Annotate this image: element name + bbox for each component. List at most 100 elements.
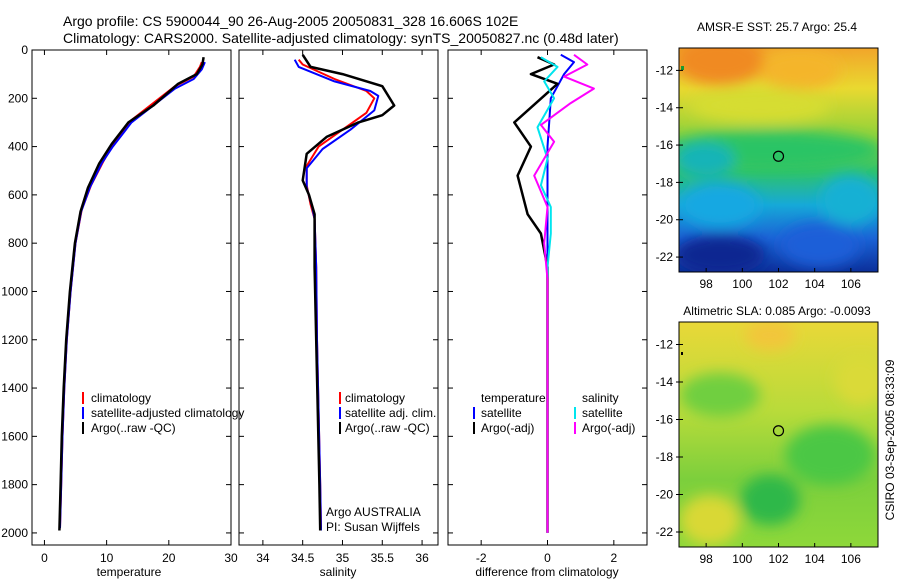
series-line-blue	[546, 53, 575, 533]
map-y-tick-label: -16	[656, 413, 674, 427]
map-x-tick-label: 106	[841, 277, 861, 291]
difference-xlabel: difference from climatology	[475, 565, 618, 579]
legend-label: Argo(..raw -QC)	[91, 421, 176, 435]
sst-map-title: AMSR-E SST: 25.7 Argo: 25.4	[697, 20, 857, 34]
y-tick-label: 1800	[1, 478, 28, 492]
sla-yellow-patch	[835, 355, 878, 405]
legend-label: climatology	[91, 391, 151, 405]
x-tick-label: 36	[415, 551, 429, 565]
x-tick-label: 0	[41, 551, 48, 565]
map-y-tick-label: -22	[656, 250, 674, 264]
title-line-2: Climatology: CARS2000. Satellite-adjuste…	[63, 30, 619, 46]
legend-label: satellite	[481, 406, 522, 420]
temperature-xlabel: temperature	[97, 565, 162, 579]
sla-map-title: Altimetric SLA: 0.085 Argo: -0.0093	[683, 304, 871, 318]
map-x-tick-label: 100	[732, 552, 752, 566]
x-tick-label: 34	[256, 551, 270, 565]
y-tick-label: 800	[8, 236, 28, 250]
sst-deep-blue-patch	[679, 235, 765, 272]
sst-blue-patch	[780, 223, 860, 267]
y-tick-label: 0	[21, 43, 28, 57]
sst-teal-patch	[679, 142, 735, 178]
x-tick-label: 20	[162, 551, 176, 565]
series-line-black	[301, 54, 396, 531]
series-line-black	[513, 56, 559, 533]
float-pi-annotation: PI: Susan Wijffels	[326, 520, 420, 534]
map-y-tick-label: -22	[656, 525, 674, 539]
argo-position-marker	[772, 150, 785, 162]
map-x-tick-label: 98	[699, 277, 713, 291]
map-x-tick-label: 102	[768, 277, 788, 291]
salinity-axes	[238, 49, 439, 546]
sst-map-speck	[681, 66, 684, 70]
sla-green-patch	[785, 425, 875, 485]
x-tick-label: 35.5	[371, 551, 395, 565]
sst-warm-patch	[760, 50, 840, 90]
legend-label: satellite	[582, 406, 623, 420]
y-tick-label: 1600	[1, 429, 28, 443]
map-y-tick-label: -12	[656, 63, 674, 77]
sst-cyan-patch	[680, 183, 760, 227]
title-line-1: Argo profile: CS 5900044_90 26-Aug-2005 …	[63, 13, 519, 29]
y-tick-label: 2000	[1, 526, 28, 540]
sst-map	[679, 48, 878, 272]
sla-dark-green-patch	[740, 475, 800, 525]
sst-cyan-patch	[820, 175, 878, 225]
legend-label: satellite adj. clim.	[345, 406, 436, 420]
x-tick-label: 30	[224, 551, 238, 565]
temperature-axes	[31, 49, 232, 546]
map-x-tick-label: 102	[768, 552, 788, 566]
map-x-tick-label: 104	[805, 552, 825, 566]
map-y-tick-label: -20	[656, 213, 674, 227]
argo-position-marker	[772, 425, 785, 437]
sst-warm-patch	[679, 48, 765, 85]
y-tick-label: 600	[8, 188, 28, 202]
x-tick-label: -2	[476, 551, 487, 565]
chart-marks: 0 10 20 30020040060080010001200140016001800…	[1, 43, 861, 566]
y-tick-label: 1000	[1, 284, 28, 298]
salinity-xlabel: salinity	[320, 565, 357, 579]
map-y-tick-label: -18	[656, 450, 674, 464]
x-tick-label: 10	[100, 551, 114, 565]
map-y-tick-label: -12	[656, 338, 674, 352]
temperature-legend: climatology satellite-adjusted climatolo…	[82, 391, 244, 435]
legend-label: climatology	[345, 391, 405, 405]
sla-orange-patch	[745, 322, 795, 350]
sla-green-patch	[680, 373, 760, 417]
y-tick-label: 200	[8, 91, 28, 105]
map-y-tick-label: -14	[656, 101, 674, 115]
y-tick-label: 1200	[1, 333, 28, 347]
x-tick-label: 2	[610, 551, 617, 565]
salinity-legend: climatology satellite adj. clim. Argo(..…	[339, 391, 436, 435]
series-line-black	[58, 56, 205, 531]
map-x-tick-label: 98	[699, 552, 713, 566]
legend-title: salinity	[582, 391, 619, 405]
difference-legend: temperature satellite Argo(-adj) salinit…	[473, 391, 635, 435]
legend-label: Argo(..raw -QC)	[345, 421, 430, 435]
sla-yellow-patch	[680, 495, 740, 545]
legend-label: Argo(-adj)	[481, 421, 534, 435]
map-y-tick-label: -16	[656, 138, 674, 152]
legend-title: temperature	[481, 391, 546, 405]
float-owner-annotation: Argo AUSTRALIA	[326, 505, 421, 519]
y-tick-label: 400	[8, 140, 28, 154]
map-x-tick-label: 106	[841, 552, 861, 566]
legend-label: satellite-adjusted climatology	[91, 406, 244, 420]
x-tick-label: 34.5	[291, 551, 315, 565]
side-timestamp-label: CSIRO 03-Sep-2005 08:33:09	[883, 359, 897, 520]
map-y-tick-label: -18	[656, 175, 674, 189]
x-tick-label: 35	[336, 551, 350, 565]
y-tick-label: 1400	[1, 381, 28, 395]
map-x-tick-label: 100	[732, 277, 752, 291]
sla-map	[679, 322, 878, 547]
map-x-tick-label: 104	[805, 277, 825, 291]
series-line-cyan	[536, 56, 559, 533]
legend-label: Argo(-adj)	[582, 421, 635, 435]
sst-yellow-patch	[690, 87, 830, 123]
map-y-tick-label: -14	[656, 375, 674, 389]
map-y-tick-label: -20	[656, 488, 674, 502]
x-tick-label: 0	[544, 551, 551, 565]
series-line-magenta	[533, 53, 595, 533]
